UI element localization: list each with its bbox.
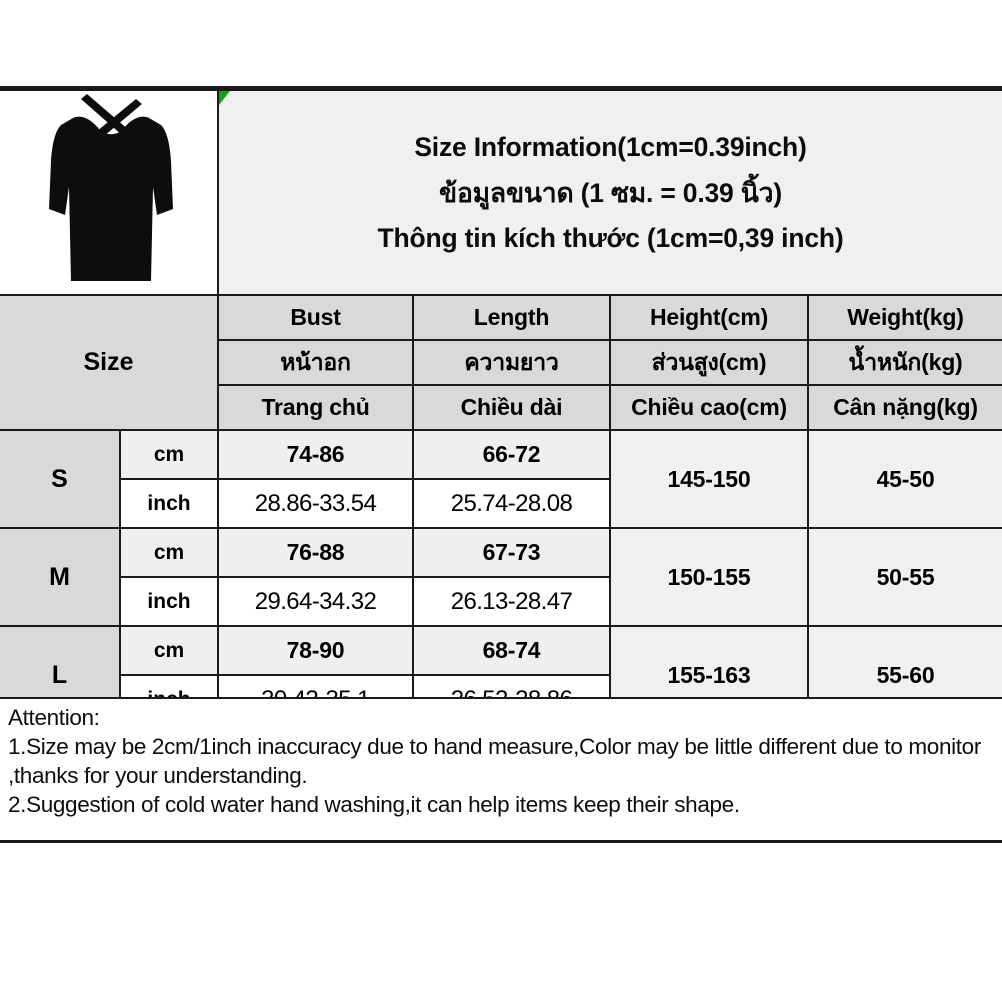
length-cm-l: 68-74	[412, 625, 611, 676]
table-row: inch 29.64-34.32 26.13-28.47	[0, 576, 1002, 627]
bust-header-en: Bust	[217, 294, 414, 341]
table-row: S cm 74-86 66-72 145-150 45-50	[0, 429, 1002, 529]
unit-cell-cm: cm	[119, 625, 219, 676]
length-inch-s: 25.74-28.08	[412, 478, 610, 529]
attention-block: Attention: 1.Size may be 2cm/1inch inacc…	[0, 697, 1002, 843]
attention-note-2: 2.Suggestion of cold water hand washing,…	[8, 792, 740, 817]
unit-cell-cm: cm	[119, 429, 219, 480]
length-cm-s: 66-72	[412, 429, 611, 480]
weight-header-th: น้ำหนัก(kg)	[806, 339, 1002, 386]
table-row: L cm 78-90 68-74 155-163 55-60	[0, 625, 1002, 725]
title-line-vietnamese: Thông tin kích thước (1cm=0,39 inch)	[377, 222, 844, 253]
column-header-row-vietnamese: Trang chủ Chiều dài Chiều cao(cm) Cân nặ…	[0, 384, 1002, 431]
weight-header-vi: Cân nặng(kg)	[806, 384, 1002, 431]
height-header-vi: Chiều cao(cm)	[609, 384, 809, 431]
unit-cell-inch: inch	[120, 576, 219, 627]
unit-cell-inch: inch	[120, 478, 219, 529]
attention-heading: Attention:	[8, 705, 100, 730]
size-table: Size Information(1cm=0.39inch) ข้อมูลขนา…	[0, 89, 1002, 725]
table-row: inch 28.86-33.54 25.74-28.08	[0, 478, 1002, 529]
bust-header-th: หน้าอก	[218, 339, 414, 386]
weight-s: 45-50	[806, 429, 1002, 529]
dress-illustration	[0, 91, 217, 294]
title-cell: Size Information(1cm=0.39inch) ข้อมูลขนา…	[216, 89, 1002, 296]
weight-header-en: Weight(kg)	[806, 294, 1002, 341]
bust-cm-s: 74-86	[217, 429, 414, 480]
length-header-vi: Chiều dài	[412, 384, 611, 431]
attention-note-1: 1.Size may be 2cm/1inch inaccuracy due t…	[8, 734, 981, 788]
title-line-thai: ข้อมูลขนาด (1 ซม. = 0.39 นิ้ว)	[439, 177, 782, 208]
title-line-english: Size Information(1cm=0.39inch)	[414, 131, 807, 162]
height-header-th: ส่วนสูง(cm)	[609, 339, 809, 386]
unit-cell-cm: cm	[119, 527, 219, 578]
bust-inch-m: 29.64-34.32	[217, 576, 414, 627]
size-label-s: S	[0, 429, 121, 529]
table-row: M cm 76-88 67-73 150-155 50-55	[0, 527, 1002, 627]
bust-header-vi: Trang chủ	[218, 384, 414, 431]
length-header-th: ความยาว	[412, 339, 611, 386]
product-image-cell	[0, 89, 219, 296]
green-corner-marker-icon	[219, 91, 230, 105]
weight-m: 50-55	[806, 527, 1002, 627]
size-column-header: Size	[0, 294, 219, 431]
length-cm-m: 67-73	[412, 527, 611, 578]
length-header-en: Length	[412, 294, 611, 341]
height-m: 150-155	[609, 527, 809, 627]
column-header-row-thai: หน้าอก ความยาว ส่วนสูง(cm) น้ำหนัก(kg)	[0, 339, 1002, 386]
height-s: 145-150	[609, 429, 809, 529]
length-inch-m: 26.13-28.47	[412, 576, 610, 627]
bust-cm-l: 78-90	[217, 625, 414, 676]
column-header-row-english: Size Bust Length Height(cm) Weight(kg)	[0, 294, 1002, 431]
size-chart-table-frame: Size Information(1cm=0.39inch) ข้อมูลขนา…	[0, 86, 1002, 728]
bust-cm-m: 76-88	[217, 527, 414, 578]
header-band-row: Size Information(1cm=0.39inch) ข้อมูลขนา…	[0, 89, 1002, 296]
height-header-en: Height(cm)	[609, 294, 809, 341]
bust-inch-s: 28.86-33.54	[217, 478, 414, 529]
size-label-m: M	[0, 527, 121, 627]
